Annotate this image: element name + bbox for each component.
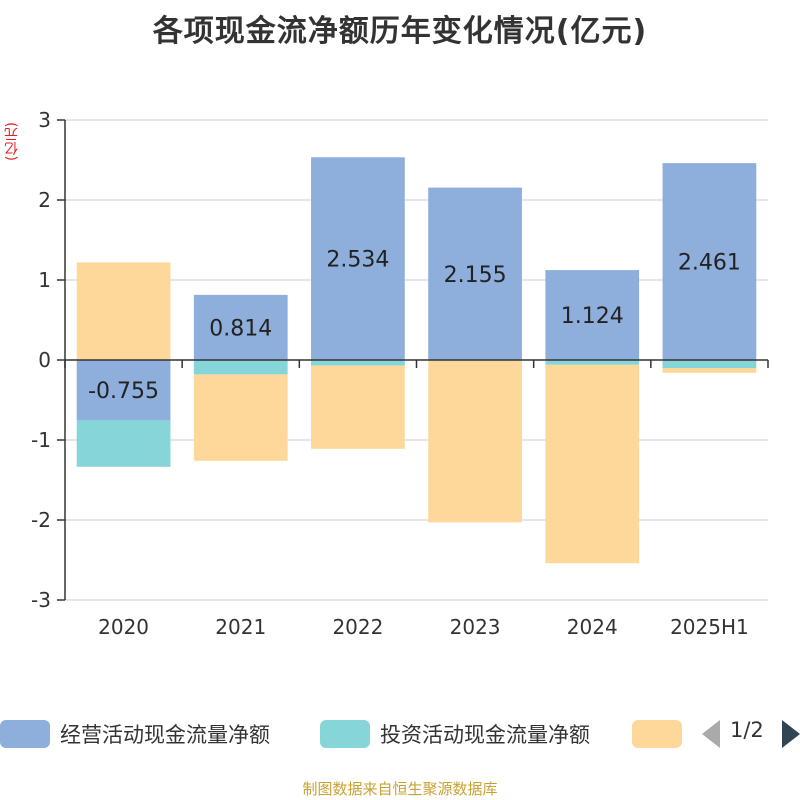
bar-series2-2021 bbox=[193, 374, 288, 461]
data-label-2023: 2.155 bbox=[444, 263, 507, 288]
bar-series2-2025H1 bbox=[662, 368, 757, 373]
bar-series0-2020 bbox=[76, 360, 171, 421]
legend-label-investing: 投资活动现金流量净额 bbox=[380, 723, 590, 747]
y-tick-label: -3 bbox=[31, 588, 51, 612]
x-tick-label-2022: 2022 bbox=[332, 615, 383, 639]
y-tick-label: 0 bbox=[38, 348, 51, 372]
bar-series0-2025H1 bbox=[662, 163, 757, 360]
x-tick-label-2025H1: 2025H1 bbox=[670, 615, 749, 639]
bar-series2-2023 bbox=[428, 360, 522, 523]
data-label-2022: 2.534 bbox=[326, 248, 389, 273]
legend-page-indicator: 1/2 bbox=[730, 718, 764, 742]
legend-label-operating: 经营活动现金流量净额 bbox=[60, 723, 270, 747]
legend-item-third-series[interactable] bbox=[632, 716, 682, 752]
data-label-2021: 0.814 bbox=[209, 316, 272, 341]
x-tick-label-2024: 2024 bbox=[567, 615, 618, 639]
bar-series1-2021 bbox=[193, 360, 288, 375]
legend-swatch-third-series bbox=[632, 720, 682, 748]
legend-prev-page-icon[interactable] bbox=[702, 720, 720, 748]
bar-series2-2022 bbox=[311, 365, 405, 449]
y-tick-label: -2 bbox=[31, 508, 51, 532]
bar-series0-2024 bbox=[545, 270, 640, 360]
source-note: 制图数据来自恒生聚源数据库 bbox=[302, 780, 498, 798]
legend-swatch-investing bbox=[320, 720, 370, 748]
legend-item-operating[interactable]: 经营活动现金流量净额 bbox=[0, 716, 270, 752]
legend: 经营活动现金流量净额 投资活动现金流量净额 1/2 bbox=[0, 716, 800, 756]
data-label-2024: 1.124 bbox=[561, 304, 624, 329]
y-tick-label: 1 bbox=[38, 268, 51, 292]
bar-series2-2020 bbox=[76, 262, 171, 360]
bar-series1-2020 bbox=[76, 420, 171, 467]
bar-series1-2025H1 bbox=[662, 360, 757, 368]
bar-series1-2024 bbox=[545, 360, 640, 365]
legend-next-page-icon[interactable] bbox=[782, 720, 800, 748]
bar-series0-2022 bbox=[311, 157, 405, 360]
y-tick-label: 2 bbox=[38, 188, 51, 212]
legend-swatch-operating bbox=[0, 720, 50, 748]
x-tick-label-2021: 2021 bbox=[215, 615, 266, 639]
data-label-2020: -0.755 bbox=[88, 379, 159, 404]
data-label-2025H1: 2.461 bbox=[678, 251, 741, 276]
y-tick-label: -1 bbox=[31, 428, 51, 452]
bar-series2-2024 bbox=[545, 364, 640, 564]
chart-title: 各项现金流净额历年变化情况(亿元) bbox=[152, 14, 648, 49]
y-tick-label: 3 bbox=[38, 108, 51, 132]
x-tick-label-2020: 2020 bbox=[98, 615, 149, 639]
bar-series0-2023 bbox=[428, 187, 522, 360]
bar-series0-2021 bbox=[193, 294, 288, 360]
bar-series1-2022 bbox=[311, 360, 405, 366]
legend-item-investing[interactable]: 投资活动现金流量净额 bbox=[320, 716, 590, 752]
x-tick-label-2023: 2023 bbox=[450, 615, 501, 639]
